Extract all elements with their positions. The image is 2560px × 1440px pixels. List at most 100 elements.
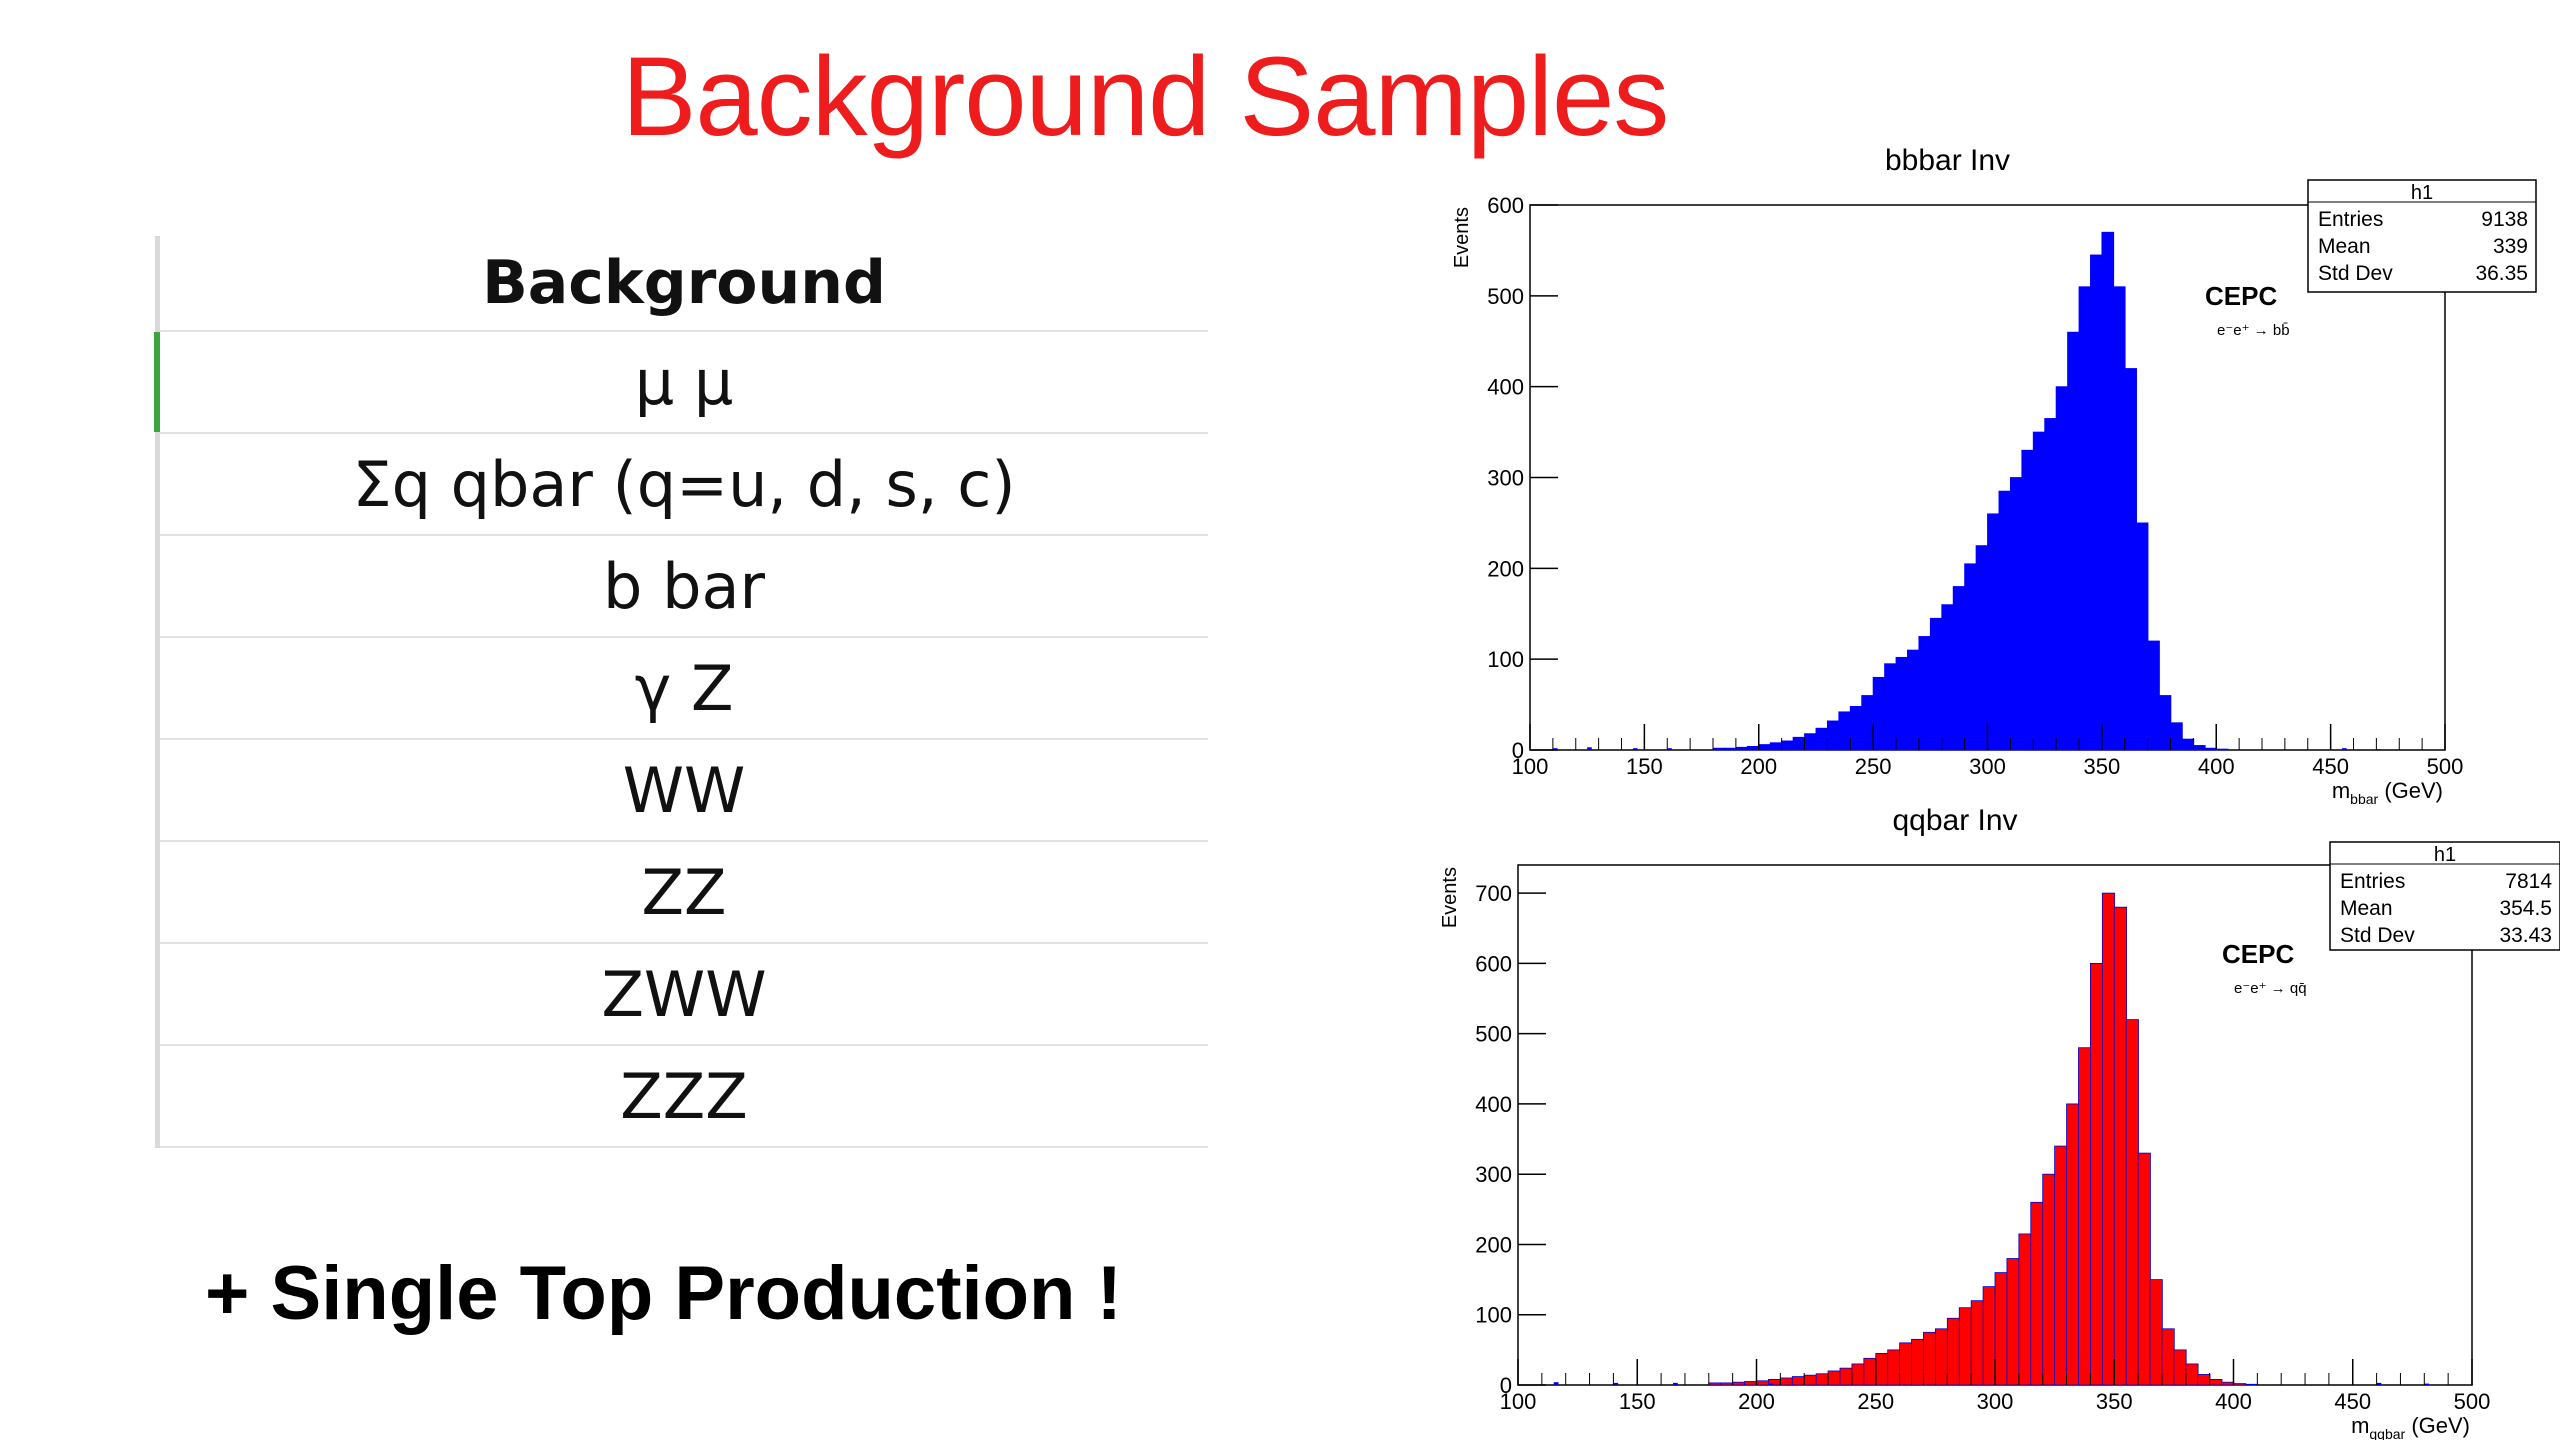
qqbar-ytick-label: 500 (1475, 1022, 1512, 1047)
bbbar-xtick-label: 150 (1626, 754, 1663, 779)
qqbar-tail-bar (1553, 1382, 1559, 1385)
bbbar-bar (1964, 563, 1977, 751)
bbbar-bar (1998, 490, 2012, 751)
bbbar-ylabel: Events (1451, 207, 1473, 268)
bbbar-bar (2204, 747, 2218, 751)
bbbar-xtick-label: 400 (2198, 754, 2235, 779)
bbbar-bar (2021, 449, 2035, 751)
qqbar-bar (1708, 1382, 1722, 1386)
qqbar-tail-bar (2376, 1382, 2382, 1385)
qqbar-ytick-label: 100 (1475, 1303, 1512, 1328)
qqbar-xtick-label: 350 (2096, 1389, 2133, 1414)
table-row: b bar (160, 536, 1208, 638)
bbbar-xtick-label: 100 (1512, 754, 1549, 779)
qqbar-bar (1887, 1349, 1901, 1386)
qqbar-bar (2209, 1378, 2223, 1386)
bbbar-ytick-label: 600 (1487, 193, 1524, 218)
bbbar-bar (1838, 711, 1852, 751)
qqbar-stats-box (2329, 841, 2560, 951)
bbbar-bar (2090, 254, 2103, 751)
bbbar-bar (1849, 706, 1863, 751)
qqbar-bar (2173, 1349, 2187, 1386)
qqbar-bar (2018, 1233, 2032, 1386)
bbbar-bar (2009, 477, 2023, 751)
qqbar-bar (2006, 1258, 2020, 1386)
qqbar-bar (2078, 1047, 2092, 1386)
bbbar-tail-bar (1552, 748, 1558, 750)
qqbar-bar (2089, 962, 2104, 1386)
table-row: WW (160, 740, 1208, 842)
bbbar-xtick-label: 300 (1969, 754, 2006, 779)
qqbar-stats-name: h1 (2434, 844, 2456, 866)
qqbar-bar (2054, 1145, 2068, 1386)
bbbar-bar (2215, 748, 2229, 751)
qqbar-bar (1720, 1382, 1734, 1386)
bbbar-xtick-label: 250 (1855, 754, 1892, 779)
bbbar-bar (2055, 386, 2069, 751)
bbbar-ytick-label: 500 (1487, 284, 1524, 309)
qqbar-bar (1970, 1300, 1984, 1386)
bbbar-tail-bar (2376, 749, 2381, 750)
qqbar-bar (1899, 1342, 1913, 1386)
qqbar-ytick-label: 300 (1475, 1162, 1512, 1187)
bbbar-bar (1735, 746, 1749, 751)
qqbar-bar (1982, 1286, 1996, 1386)
bbbar-bar (1987, 513, 2000, 751)
qqbar-bar (1779, 1377, 1794, 1386)
bbbar-stats-label: Std Dev (2318, 262, 2393, 285)
bbbar-bar (1746, 745, 1760, 751)
qqbar-xtick-label: 250 (1857, 1389, 1894, 1414)
qqbar-ytick-label: 700 (1475, 881, 1512, 906)
qqbar-xtick-label: 150 (1619, 1389, 1656, 1414)
bbbar-stats-name: h1 (2411, 182, 2433, 204)
qqbar-bar (2221, 1381, 2235, 1386)
bbbar-stats-value: 9138 (2481, 208, 2528, 231)
footnote: + Single Top Production ! (205, 1251, 1122, 1336)
bbbar-stats-label: Entries (2318, 208, 2383, 231)
bbbar-bar (1769, 742, 1783, 751)
qqbar-bar (1791, 1376, 1806, 1386)
bbbar-ytick-label: 0 (1512, 738, 1524, 763)
bbbar-annotation-process: e⁻e⁺ → bb̄ (2217, 322, 2290, 339)
bbbar-tail-bar (1632, 748, 1638, 750)
bbbar-ytick-label: 100 (1487, 647, 1524, 672)
qqbar-xtick-label: 200 (1738, 1389, 1775, 1414)
qqbar-bar (2066, 1103, 2080, 1386)
bbbar-bar (1804, 733, 1817, 751)
bbbar-bar (1895, 656, 1909, 751)
bbbar-stats-value: 339 (2493, 235, 2528, 258)
bbbar-ytick-label: 300 (1487, 466, 1524, 491)
bbbar-bar (2181, 738, 2195, 751)
qqbar-title: qqbar Inv (1892, 804, 2017, 837)
bbbar-tail-bar (1667, 748, 1672, 750)
bbbar-bar (2044, 418, 2057, 751)
bbbar-bar (1712, 747, 1726, 751)
bbbar-bar (2067, 331, 2080, 751)
qqbar-bar (2125, 1019, 2139, 1386)
bbbar-bar (2112, 286, 2126, 751)
qqbar-bar (1839, 1367, 1853, 1386)
qqbar-xtick-label: 450 (2334, 1389, 2371, 1414)
bbbar-xlabel: mbbar (GeV) (2332, 778, 2443, 807)
bbbar-bar (1815, 727, 1829, 751)
bbbar-bar (2170, 722, 2183, 751)
bbbar-ytick-label: 400 (1487, 375, 1524, 400)
qqbar-bar (1946, 1317, 1961, 1386)
bbbar-bar (1929, 617, 1943, 751)
qqbar-bar (2030, 1201, 2044, 1386)
table-row: ZZ (160, 842, 1208, 944)
bbbar-bar (2158, 695, 2172, 751)
qqbar-bar (2185, 1363, 2199, 1386)
qqbar-bar (2197, 1374, 2211, 1386)
bbbar-bar (1781, 740, 1794, 751)
bbbar-bar (2135, 522, 2149, 751)
table-row: ZZZ (160, 1046, 1208, 1148)
qqbar-tail-bar (1673, 1382, 1678, 1385)
qqbar-bar (1803, 1374, 1817, 1386)
qqbar-ytick-label: 400 (1475, 1092, 1512, 1117)
qqbar-bar (2042, 1173, 2056, 1386)
bbbar-bar (2078, 286, 2092, 751)
qqbar-xtick-label: 500 (2454, 1389, 2491, 1414)
qqbar-bar (1744, 1381, 1758, 1386)
